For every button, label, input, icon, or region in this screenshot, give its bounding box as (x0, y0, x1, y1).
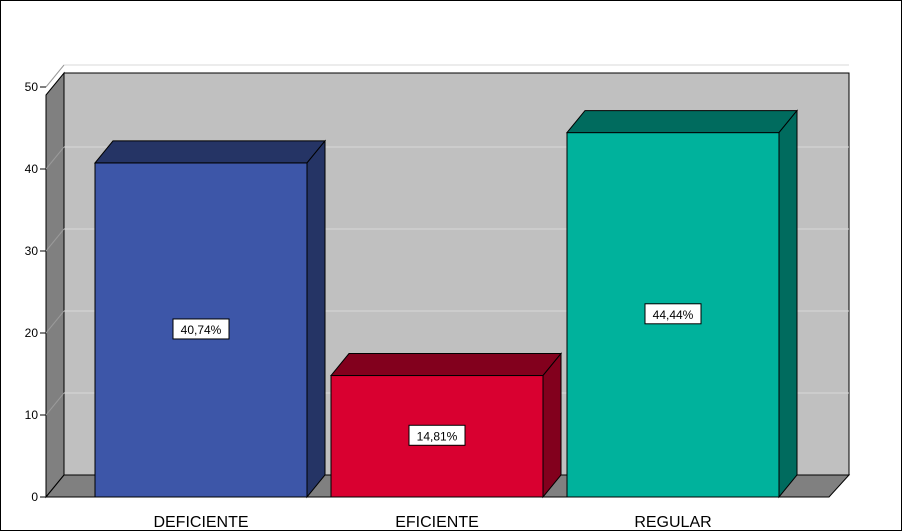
bar-top (329, 353, 563, 377)
side-gridline-20 (45, 310, 65, 334)
side-gridline-30 (45, 228, 65, 252)
side-gridline-50 (45, 64, 65, 88)
data-label-text: 40,74% (181, 323, 222, 337)
bar-side (306, 139, 326, 499)
y-tick-label-50: 50 (25, 80, 39, 94)
side-gridline-40 (45, 146, 65, 170)
y-tick-label-30: 30 (25, 244, 39, 258)
data-label-eficiente: 14,81% (408, 424, 466, 446)
category-label-deficiente: DEFICIENTE (153, 514, 248, 530)
side-gridline-10 (45, 392, 65, 416)
data-label-box (644, 303, 702, 325)
bar-side (778, 109, 798, 499)
data-label-box (408, 424, 466, 446)
y-tick-label-0: 0 (31, 490, 38, 504)
left-wall (45, 71, 65, 499)
y-tick-label-20: 20 (25, 326, 39, 340)
bar-side (542, 352, 562, 499)
bar-top (93, 140, 327, 164)
data-label-deficiente: 40,74% (172, 318, 230, 340)
y-axis-ticks: 0 10 20 30 40 50 (25, 80, 46, 504)
data-label-regular: 44,44% (644, 303, 702, 325)
y-tick-label-10: 10 (25, 408, 39, 422)
bar-top (565, 110, 799, 134)
data-label-text: 44,44% (653, 308, 694, 322)
data-labels: 40,74% 14,81% 44,44% (172, 303, 702, 446)
category-label-regular: REGULAR (634, 514, 711, 530)
data-label-text: 14,81% (417, 429, 458, 443)
category-label-eficiente: EFICIENTE (395, 514, 479, 530)
category-labels: DEFICIENTE EFICIENTE REGULAR (153, 514, 711, 530)
data-label-box (172, 318, 230, 340)
y-tick-label-40: 40 (25, 162, 39, 176)
